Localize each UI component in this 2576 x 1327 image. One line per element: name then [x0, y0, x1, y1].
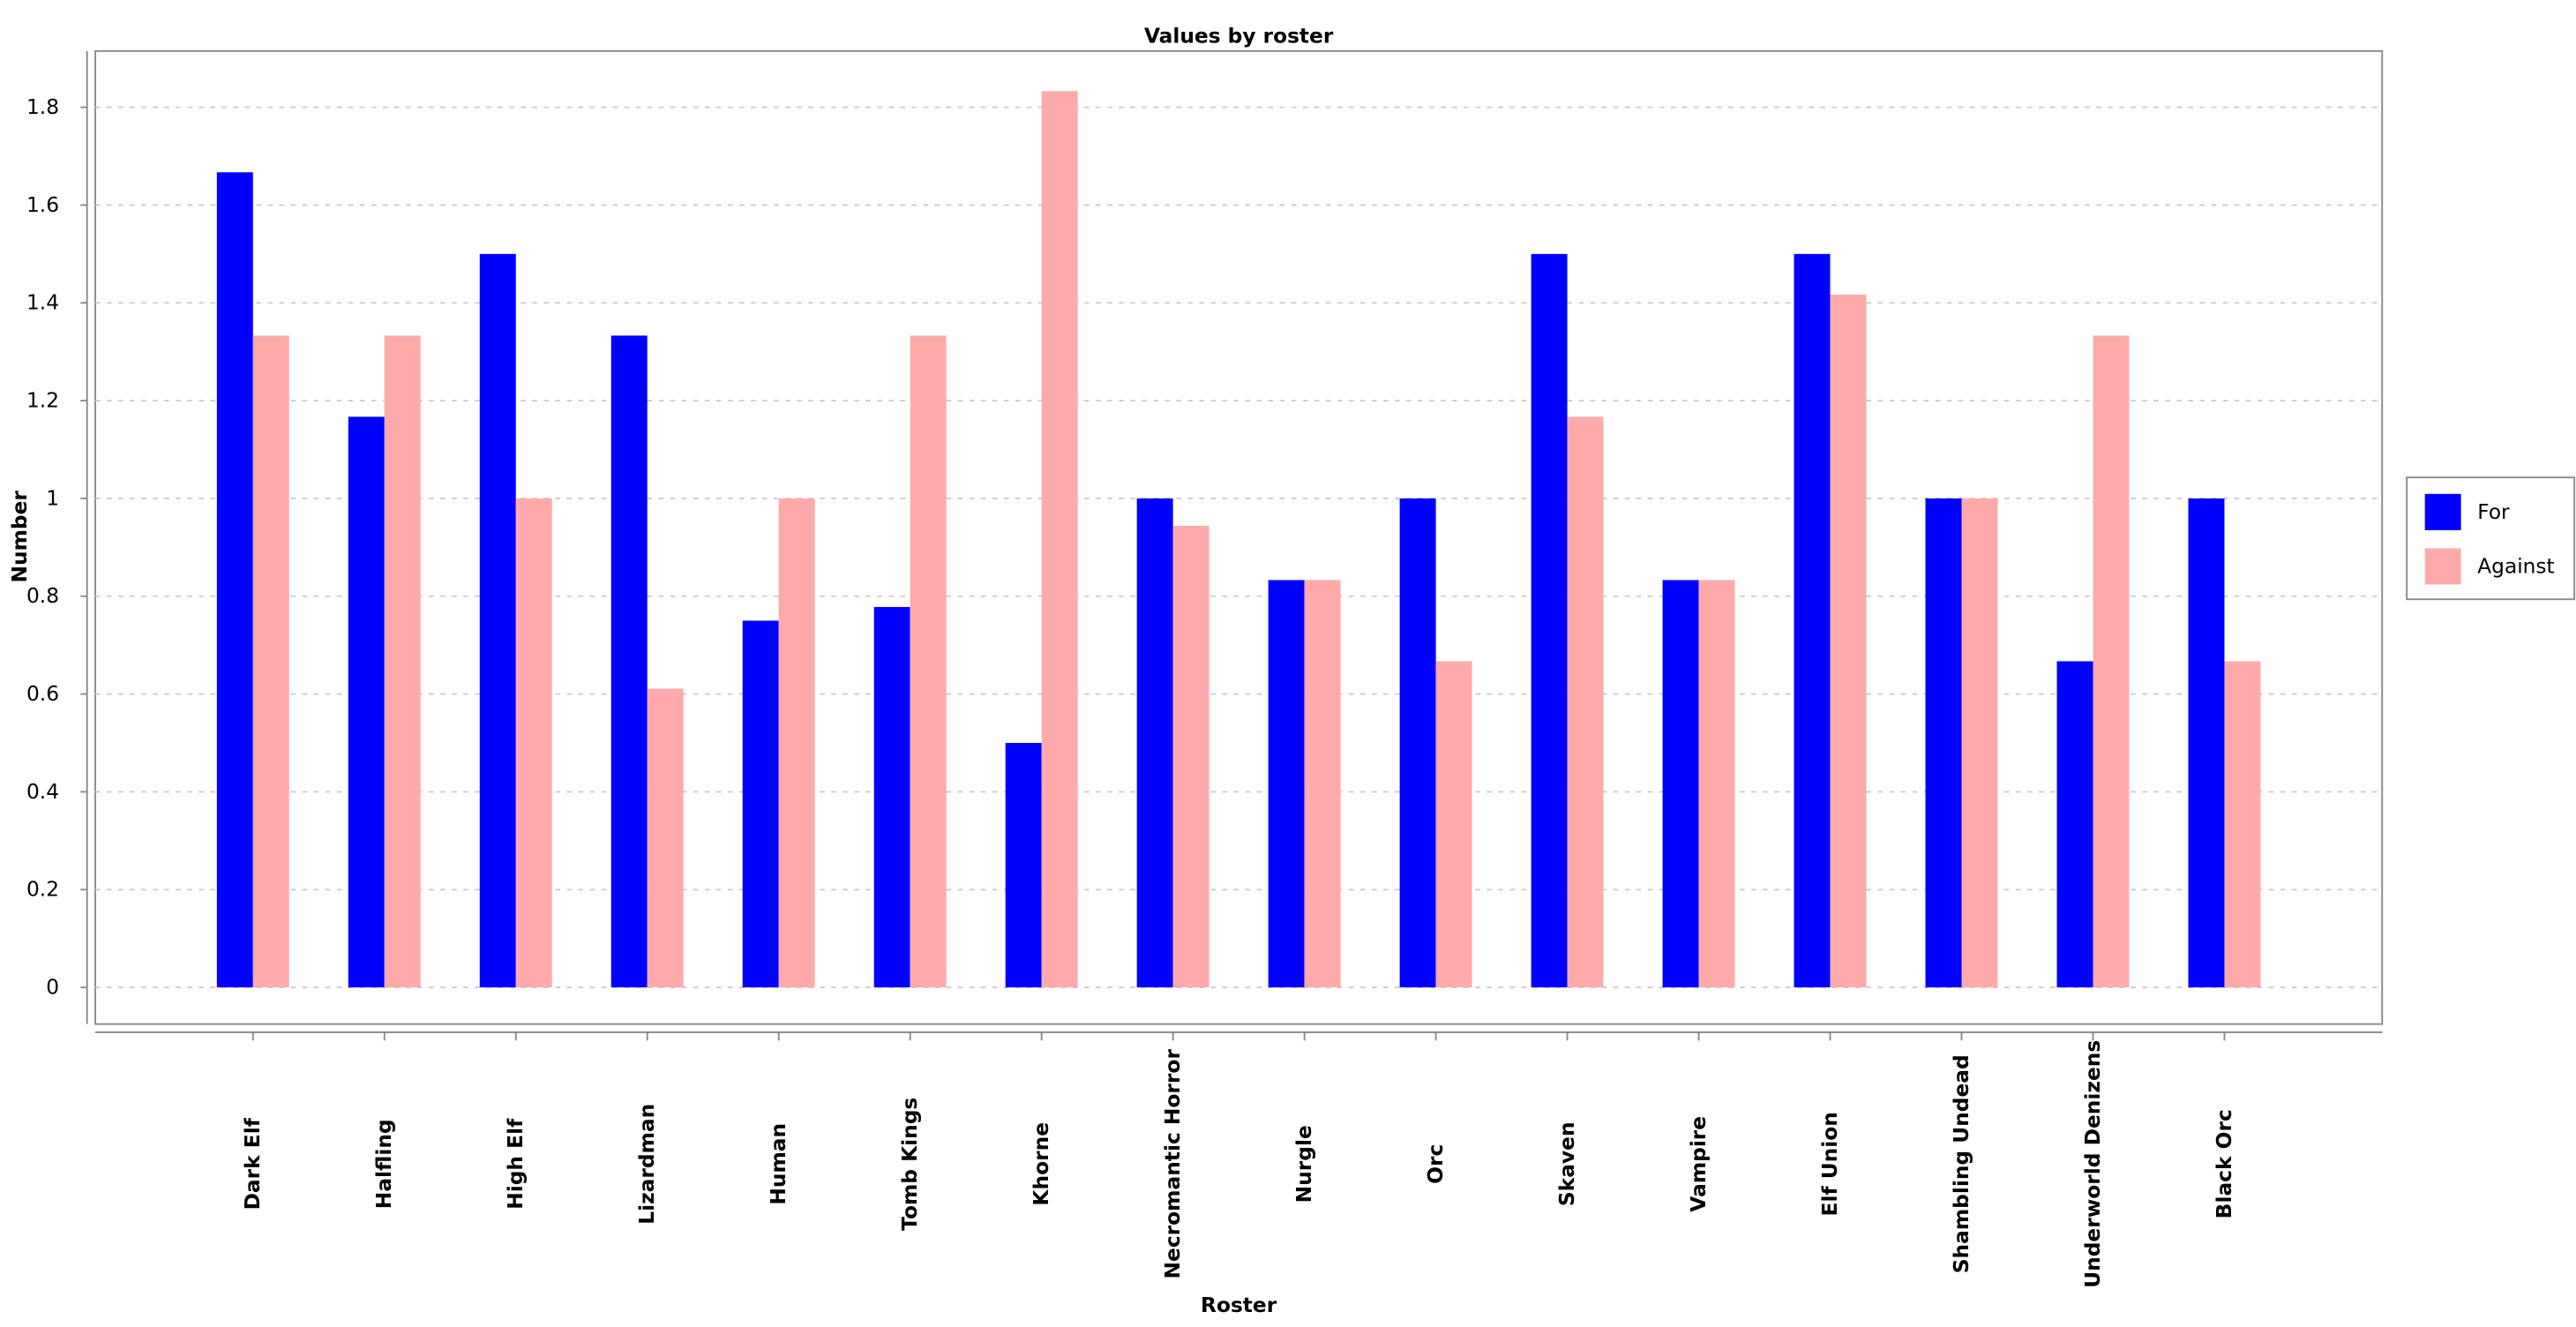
bar	[610, 335, 648, 988]
y-tick-label: 0.2	[26, 878, 59, 902]
x-tick-label: Black Orc	[2213, 1109, 2236, 1218]
y-tick-label: 0.6	[26, 682, 59, 706]
bar	[384, 335, 421, 988]
bar	[873, 606, 910, 988]
bar	[2188, 498, 2225, 988]
bar	[1830, 294, 1867, 988]
y-tick-label: 0.4	[26, 780, 59, 804]
x-tick-label: Elf Union	[1818, 1112, 1842, 1216]
bar	[1399, 498, 1436, 988]
y-tick-label: 1.8	[26, 95, 59, 119]
bar	[2093, 335, 2130, 988]
x-tick-label: Nurgle	[1292, 1125, 1316, 1203]
x-tick-label: Dark Elf	[241, 1117, 265, 1210]
x-tick-label: Lizardman	[635, 1104, 659, 1225]
y-tick-label: 0.8	[26, 584, 59, 608]
y-tick-label: 0	[46, 976, 59, 1000]
y-tick-label: 1	[46, 486, 59, 510]
bar	[2056, 661, 2093, 988]
bar	[2224, 661, 2261, 988]
bar	[910, 335, 947, 988]
chart-title: Values by roster	[1144, 24, 1334, 48]
bar	[1041, 91, 1078, 988]
x-tick-label: Underworld Denizens	[2081, 1040, 2105, 1288]
x-tick-label: Human	[767, 1123, 790, 1205]
bar	[1698, 580, 1735, 988]
legend-label: Against	[2477, 554, 2554, 578]
x-tick-label: Necromantic Horror	[1161, 1049, 1185, 1279]
bar	[1793, 253, 1831, 988]
bar	[1961, 498, 1998, 988]
bar	[1662, 580, 1699, 988]
bar	[1268, 580, 1305, 988]
y-tick-label: 1.6	[26, 193, 59, 217]
legend-swatch	[2424, 493, 2461, 530]
legend-label: For	[2477, 500, 2510, 524]
bar	[1136, 498, 1173, 988]
y-tick-label: 1.2	[26, 389, 59, 413]
x-tick-label: Shambling Undead	[1950, 1054, 1973, 1273]
bar	[1531, 253, 1568, 988]
x-axis-label: Roster	[1201, 1293, 1277, 1317]
bar	[742, 620, 779, 988]
x-tick-label: Skaven	[1555, 1121, 1579, 1206]
bar	[216, 172, 253, 988]
bar	[1567, 416, 1604, 988]
bar	[1925, 498, 1962, 988]
bar	[1304, 580, 1341, 988]
x-tick-label: Halfling	[372, 1119, 396, 1209]
bar	[778, 498, 815, 988]
plot-area	[94, 49, 2384, 1025]
x-tick-label: Khorne	[1030, 1122, 1053, 1206]
x-tick-label: Tomb Kings	[898, 1098, 922, 1231]
bar	[1172, 525, 1209, 988]
x-tick-label: Vampire	[1687, 1116, 1711, 1212]
bar	[515, 498, 552, 988]
bar	[252, 335, 289, 988]
bar	[479, 253, 516, 988]
bar	[1435, 661, 1472, 988]
x-tick-label: Orc	[1424, 1144, 1448, 1184]
x-tick-label: High Elf	[504, 1118, 528, 1210]
bar	[348, 416, 385, 988]
legend-swatch	[2424, 548, 2461, 585]
y-axis-label: Number	[8, 491, 32, 583]
bar	[1005, 743, 1042, 988]
bar	[647, 688, 684, 988]
y-tick-label: 1.4	[26, 291, 59, 315]
